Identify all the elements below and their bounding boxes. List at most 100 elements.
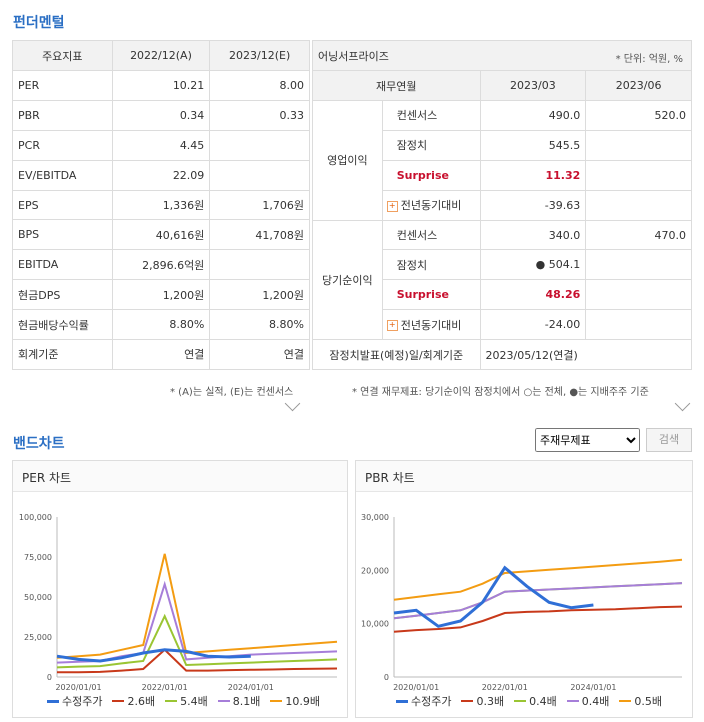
metric-value: 8.00 <box>209 70 310 101</box>
x-tick-label: 2020/01/01 <box>55 683 101 692</box>
legend-item[interactable]: 0.3배 <box>461 693 504 709</box>
expand-plus-icon[interactable]: + <box>386 200 398 212</box>
earnings-group-label: 당기순이익 <box>312 219 383 341</box>
metric-value: 41,708원 <box>209 219 310 251</box>
legend-item[interactable]: 수정주가 <box>47 693 102 709</box>
series-line <box>56 580 338 664</box>
earnings-item-label[interactable]: + 전년동기대비 <box>381 189 481 221</box>
earnings-item-text: 컨센서스 <box>396 229 438 242</box>
earnings-footer-row: 잠정치발표(예정)일/회계기준 2023/05/12(연결) <box>312 339 693 371</box>
metric-value <box>209 249 310 281</box>
legend-item[interactable]: 0.5배 <box>619 693 662 709</box>
legend-swatch <box>112 700 125 702</box>
statement-select[interactable]: 주재무제표 <box>535 428 640 452</box>
chevron-down-icon[interactable] <box>284 395 301 412</box>
metric-value: 연결 <box>111 339 211 370</box>
earnings-item-label[interactable]: + 전년동기대비 <box>381 309 481 341</box>
search-button[interactable]: 검색 <box>646 428 692 452</box>
legend-label: 수정주가 <box>62 695 103 708</box>
expand-plus-icon[interactable]: + <box>386 320 398 332</box>
legend-swatch <box>396 699 408 703</box>
header-cell: 2023/03 <box>479 70 587 101</box>
footer-label: 잠정치발표(예정)일/회계기준 <box>312 339 481 371</box>
fundamental-note: * (A)는 실적, (E)는 컨센서스 <box>170 387 294 398</box>
chevron-down-icon[interactable] <box>674 395 691 412</box>
metric-label: PER <box>12 70 113 101</box>
series-line <box>56 648 251 663</box>
series-line <box>57 648 338 674</box>
earnings-item-text: 컨센서스 <box>396 109 438 123</box>
legend-label: 5.4배 <box>180 695 208 708</box>
metric-value <box>209 159 310 191</box>
fundamental-row: EBITDA 2,896.6억원 <box>12 249 310 281</box>
legend-item[interactable]: 10.9배 <box>270 693 320 709</box>
legend-swatch <box>619 700 632 702</box>
metric-label: EPS <box>12 189 113 221</box>
earnings-row: 잠정치 545.5 <box>313 129 692 161</box>
legend-item[interactable]: 5.4배 <box>165 693 208 709</box>
legend-label: 0.4배 <box>581 695 610 708</box>
legend-label: 2.6배 <box>127 695 156 708</box>
legend-item[interactable]: 2.6배 <box>112 693 155 709</box>
earnings-item-label: 컨센서스 <box>381 100 481 131</box>
pbr-chart-title: PBR 차트 <box>365 471 415 485</box>
y-tick-label: 25,000 <box>24 633 52 642</box>
metric-value: 1,200원 <box>111 279 211 311</box>
metric-label: EBITDA <box>12 249 113 281</box>
fundamental-row: PCR 4.45 <box>12 129 310 161</box>
legend-item[interactable]: 0.4배 <box>566 693 610 709</box>
legend-swatch <box>165 700 178 702</box>
legend-swatch <box>47 699 59 703</box>
fundamental-title: 펀더멘털 <box>13 15 65 31</box>
metric-label: BPS <box>12 219 113 251</box>
earnings-item-label: 컨센서스 <box>381 219 481 251</box>
header-cell: 주요지표 <box>12 40 113 71</box>
x-tick-label: 2020/01/01 <box>393 683 439 692</box>
earnings-header-row: 재무연월 2023/03 2023/06 <box>312 70 692 101</box>
y-tick-label: 20,000 <box>361 566 389 575</box>
legend-label: 0.4배 <box>529 695 557 708</box>
y-tick-label: 50,000 <box>24 593 52 602</box>
earnings-item-text: 전년동기대비 <box>400 318 462 332</box>
legend-item[interactable]: 0.4배 <box>514 693 557 709</box>
pbr-chart: 30,000 20,000 10,000 0 2020/01/01 2022/01/01 2… <box>361 513 683 692</box>
earnings-row: 잠정치 ● 504.1 <box>313 249 692 281</box>
x-tick-label: 2022/01/01 <box>482 683 528 692</box>
metric-label: 회계기준 <box>12 339 113 370</box>
series-line <box>393 605 683 633</box>
metric-value: 1,200원 <box>209 279 310 311</box>
x-tick-label: 2024/01/01 <box>228 683 274 692</box>
footer-value: 2023/05/12(연결) <box>479 339 693 371</box>
earnings-item-text: 전년동기대비 <box>400 199 462 213</box>
metric-value: 연결 <box>209 339 310 370</box>
earnings-item-text: 잠정치 <box>396 139 428 153</box>
metric-value: 0.34 <box>111 99 211 131</box>
legend-label: 10.9배 <box>285 695 320 708</box>
legend-swatch <box>566 700 579 702</box>
series-line <box>56 613 338 669</box>
earnings-item-text: 잠정치 <box>396 258 428 272</box>
earnings-value: 490.0 <box>479 100 587 131</box>
legend-label: 수정주가 <box>411 695 452 708</box>
earnings-note: * 연결 재무제표: 당기순이익 잠정치에서 ○는 전체, ●는 지배주주 기준 <box>352 387 649 398</box>
earnings-value: 520.0 <box>585 100 692 131</box>
pbr-chart-box: PBR 차트 30,000 20,000 10,000 0 2020/01/01 2022… <box>355 460 693 718</box>
legend-item[interactable]: 8.1배 <box>217 693 260 709</box>
earnings-item-label: 잠정치 <box>381 129 481 161</box>
earnings-row: Surprise 48.26 <box>313 279 692 311</box>
y-tick-label: 30,000 <box>361 513 389 522</box>
header-cell: 2023/06 <box>585 70 692 101</box>
metric-value: 22.09 <box>111 159 211 191</box>
y-tick-label: 100,000 <box>19 513 52 522</box>
earnings-value <box>585 279 692 311</box>
legend-label: 0.3배 <box>476 695 505 708</box>
metric-label: 현금배당수익률 <box>12 309 113 341</box>
legend-item[interactable]: 수정주가 <box>396 693 451 709</box>
fundamental-row: PER 10.21 8.00 <box>12 70 310 101</box>
earnings-value: 470.0 <box>585 219 692 251</box>
y-tick-label: 10,000 <box>361 620 389 629</box>
earnings-value: 48.26 <box>479 279 587 311</box>
earnings-value: 11.32 <box>479 159 587 191</box>
x-tick-label: 2022/01/01 <box>142 683 188 692</box>
